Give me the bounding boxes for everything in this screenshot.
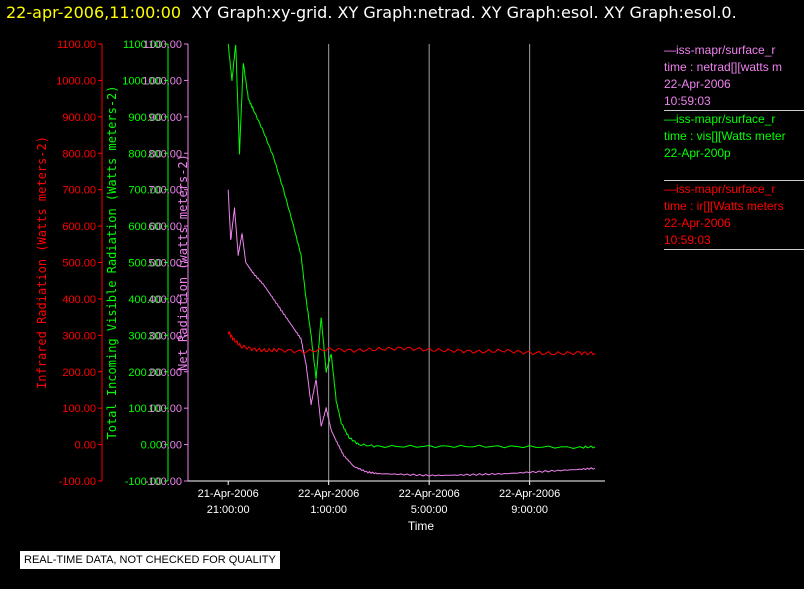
vis-tick-label: 700.00 [128, 185, 162, 197]
legend-source: —iss-mapr/surface_r [664, 182, 776, 196]
netrad-tick-label: 500.00 [148, 258, 182, 270]
legend-entry-netrad: —iss-mapr/surface_r time : netrad[][watt… [664, 42, 804, 111]
ir-tick-label: 500.00 [62, 258, 96, 270]
vis-tick-label: 800.00 [128, 148, 162, 160]
series-line-vis [227, 43, 596, 450]
ir-tick-label: 0.00 [75, 440, 96, 452]
netrad-tick-label: 900.00 [148, 112, 182, 124]
ir-tick-label: 1000.00 [56, 75, 96, 87]
legend-time: 10:59:03 [664, 94, 711, 108]
header-timestamp: 22-apr-2006,11:00:00 [6, 3, 182, 22]
vis-tick-label: 300.00 [128, 330, 162, 342]
x-tick-label-time: 1:00:00 [310, 504, 347, 516]
netrad-tick-label: 200.00 [148, 367, 182, 379]
x-tick-label-time: 5:00:00 [411, 504, 448, 516]
legend-entry-ir: —iss-mapr/surface_r time : ir[][Watts me… [664, 181, 804, 250]
x-tick-label-date: 21-Apr-2006 [198, 488, 259, 500]
vis-tick-label: -100.00 [125, 476, 162, 488]
legend: —iss-mapr/surface_r time : netrad[][watt… [664, 42, 804, 250]
legend-entry-vis: —iss-mapr/surface_r time : vis[][Watts m… [664, 111, 804, 181]
ir-axis-label: Infrared Radiation (Watts meters-2) [35, 136, 49, 389]
ir-tick-label: 700.00 [62, 185, 96, 197]
legend-date: 22-Apr-2006 [664, 77, 731, 91]
legend-spacer [664, 162, 804, 180]
legend-source: —iss-mapr/surface_r [664, 112, 776, 126]
legend-variable: time : ir[][Watts meters [664, 199, 784, 213]
netrad-tick-label: 800.00 [148, 148, 182, 160]
vis-tick-label: 200.00 [128, 367, 162, 379]
x-tick-label-time: 21:00:00 [207, 504, 250, 516]
netrad-axis-label: Net Radiation (watts meters-2) [176, 154, 190, 371]
vis-tick-label: 900.00 [128, 112, 162, 124]
x-tick-label-date: 22-Apr-2006 [298, 488, 359, 500]
legend-variable: time : vis[][Watts meter [664, 129, 786, 143]
vis-tick-label: 100.00 [128, 403, 162, 415]
series-layer [227, 43, 596, 477]
legend-variable: time : netrad[][watts m [664, 60, 783, 74]
netrad-tick-label: 700.00 [148, 185, 182, 197]
vis-tick-label: 600.00 [128, 221, 162, 233]
legend-time: 10:59:03 [664, 233, 711, 247]
legend-source: —iss-mapr/surface_r [664, 43, 776, 57]
x-tick-label-date: 22-Apr-2006 [499, 488, 560, 500]
header-titles: XY Graph:xy-grid. XY Graph:netrad. XY Gr… [191, 3, 737, 22]
ir-tick-label: 600.00 [62, 221, 96, 233]
series-line-ir [227, 330, 596, 356]
ir-tick-label: 1100.00 [57, 39, 96, 51]
ir-tick-label: 400.00 [62, 294, 96, 306]
vis-tick-label: 400.00 [128, 294, 162, 306]
vis-tick-label: 500.00 [128, 258, 162, 270]
axes-layer: -100.00 0.00 100.00 200.00 300.00 400.00 500.0… [35, 39, 190, 488]
ir-tick-label: 300.00 [62, 330, 96, 342]
netrad-tick-label: 400.00 [148, 294, 182, 306]
netrad-tick-label: 600.00 [148, 221, 182, 233]
vis-tick-label: 1100.00 [123, 39, 162, 51]
grid-layer [328, 44, 531, 481]
chart-header: 22-apr-2006,11:00:00 XY Graph:xy-grid. X… [6, 3, 737, 23]
x-tick-label-date: 22-Apr-2006 [399, 488, 460, 500]
netrad-tick-label: 1100.00 [143, 39, 182, 51]
ir-tick-label: 900.00 [62, 112, 96, 124]
x-axis: 21-Apr-2006 21:00:00 22-Apr-2006 1:00:00 22-… [188, 480, 605, 533]
netrad-tick-label: 0.00 [161, 440, 182, 452]
series-line-netrad [227, 189, 596, 477]
legend-date: 22-Apr-2006 [664, 216, 731, 230]
ir-tick-label: 200.00 [62, 367, 96, 379]
x-axis-label: Time [408, 519, 435, 533]
quality-notice: REAL-TIME DATA, NOT CHECKED FOR QUALITY [20, 551, 280, 569]
vis-tick-label: 1000.00 [122, 75, 162, 87]
netrad-tick-label: 100.00 [148, 403, 182, 415]
ir-tick-label: 100.00 [62, 403, 96, 415]
ir-tick-label: -100.00 [59, 476, 96, 488]
x-tick-label-time: 9:00:00 [511, 504, 548, 516]
vis-axis-label: Total Incoming Visible Radiation (Watts … [105, 85, 119, 439]
ir-tick-label: 800.00 [62, 148, 96, 160]
vis-tick-label: 0.00 [141, 440, 162, 452]
netrad-tick-label: 1000.00 [142, 75, 182, 87]
legend-date: 22-Apr-200p [664, 146, 731, 160]
netrad-tick-label: -100.00 [145, 476, 182, 488]
netrad-tick-label: 300.00 [148, 330, 182, 342]
